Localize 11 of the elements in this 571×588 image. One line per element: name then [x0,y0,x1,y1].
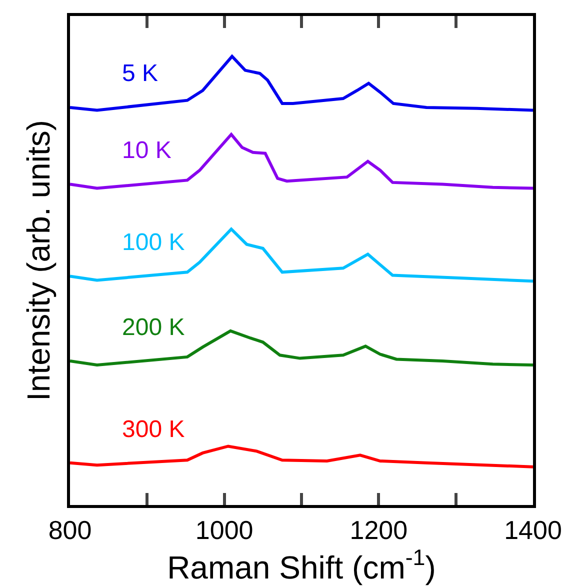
y-axis-title: Intensity (arb. units) [20,120,56,401]
x-tick-label: 800 [48,515,92,546]
x-tick-label: 1200 [350,515,408,546]
series-label: 300 K [122,416,185,443]
x-axis-title: Raman Shift (cm$^{-1}$) [167,545,436,586]
x-tick-label: 1000 [195,515,254,546]
series-label: 5 K [122,60,158,87]
x-tick-label: 1400 [504,515,562,546]
series-label: 200 K [122,314,185,341]
series-label: 100 K [122,229,185,256]
series-label: 10 K [122,137,172,164]
